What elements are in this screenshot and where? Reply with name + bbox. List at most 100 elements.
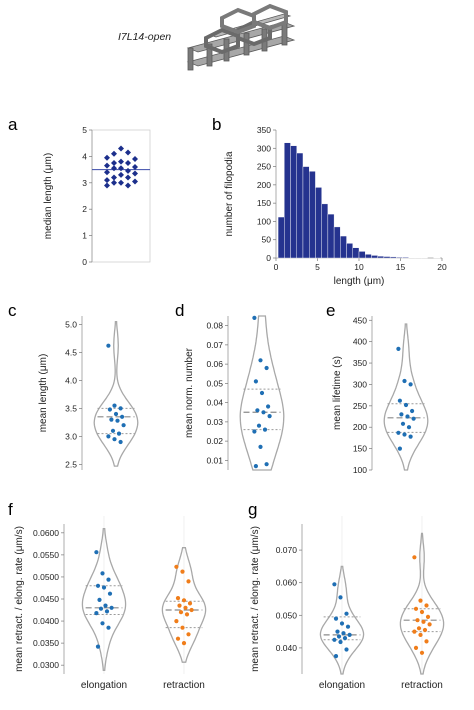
b-histogram-bar [315,187,322,259]
f-y-tick-label: 0.0450 [33,594,59,604]
g-data-point [427,622,432,627]
d-data-point [266,404,271,409]
f-data-point [174,564,179,569]
b-histogram-bar [371,255,378,259]
b-histogram-bar [321,203,329,259]
c-data-point [120,414,125,419]
f-data-point [97,597,102,603]
panel-letter-c: c [8,301,17,320]
a-data-point [125,149,131,156]
b-histogram-bar [396,257,403,259]
f-data-point [180,569,185,574]
g-data-point [338,639,343,645]
c-y-tick-label: 2.5 [65,459,77,469]
a-data-point [125,167,131,174]
g-data-point [344,647,349,652]
a-data-point [118,158,124,165]
c-data-point [110,428,116,433]
g-data-point [418,632,423,638]
b-histogram-bar [309,171,316,259]
d-y-tick-label: 0.05 [206,378,223,388]
e-y-tick-label: 300 [353,379,367,389]
g-data-point [422,627,428,633]
f-data-point [175,596,181,601]
panel-letter-f: f [8,500,13,519]
d-data-point [259,390,265,396]
a-data-point [111,150,117,157]
f-data-point [178,610,184,615]
b-y-tick-label: 200 [257,180,271,190]
panel-letter-e: e [326,301,335,320]
d-data-point [256,423,262,428]
c-y-tick-label: 5.0 [65,319,77,329]
g-data-point [413,606,419,611]
b-histogram-bar [277,216,285,259]
b-histogram-bar [365,254,372,259]
e-data-point [396,430,401,435]
e-data-point [400,421,406,426]
g-data-point [338,595,343,600]
d-data-point [258,444,263,449]
c-data-point [116,431,122,436]
e-y-tick-label: 400 [353,337,367,347]
g-data-point [335,629,340,634]
c-y-tick-label: 3.0 [65,431,77,441]
f-data-point [109,605,114,610]
structure-title: I7L14-open [118,31,171,43]
d-data-point [267,414,272,419]
a-data-point [111,160,117,166]
f-data-point [103,603,108,608]
c-data-point [118,439,123,445]
f-data-point [106,577,111,582]
a-data-point [104,177,110,184]
g-violin-outline [319,565,365,675]
g-data-point [419,609,425,615]
b-histogram-bar [302,166,310,259]
f-data-point [177,603,182,608]
f-y-tick-label: 0.0550 [33,550,59,560]
e-violin-outline [383,323,429,471]
g-data-point [345,624,351,629]
a-y-tick-label: 2 [82,204,87,214]
c-data-point [118,406,123,411]
a-data-point [132,178,138,185]
g-data-point [424,639,429,644]
g-violin-outline [399,532,445,675]
d-y-axis-label: mean norm. number [184,347,195,438]
e-y-tick-label: 150 [353,444,367,454]
a-data-point [125,160,131,166]
c-data-point [112,403,117,408]
g-y-tick-label: 0.040 [276,643,298,653]
e-data-point [397,398,402,403]
b-y-tick-label: 100 [257,216,271,226]
b-histogram-bar [352,247,360,259]
f-data-point [187,601,193,606]
d-y-tick-label: 0.08 [206,321,223,331]
b-x-axis-label: length (μm) [334,276,385,287]
a-data-point [125,174,131,181]
f-y-tick-label: 0.0300 [33,660,59,670]
b-x-tick-label: 0 [274,262,279,272]
g-data-point [425,614,431,620]
g-data-point [332,637,337,642]
b-histogram-bar [358,251,366,259]
f-y-tick-label: 0.0500 [33,572,59,582]
f-data-point [98,606,104,611]
b-histogram-bar [296,152,304,259]
f-y-tick-label: 0.0600 [33,528,59,538]
f-data-point [184,612,190,617]
b-x-tick-label: 5 [315,262,320,272]
c-y-axis-label: mean length (μm) [38,354,49,433]
f-data-point [100,571,105,576]
b-y-tick-label: 350 [257,125,271,135]
b-x-tick-label: 20 [437,262,447,272]
d-y-tick-label: 0.03 [206,417,223,427]
g-data-point [339,621,345,626]
g-data-point [342,636,348,641]
b-y-tick-label: 250 [257,162,271,172]
g-data-point [333,654,339,659]
f-data-point [95,644,101,649]
e-data-point [408,434,413,439]
